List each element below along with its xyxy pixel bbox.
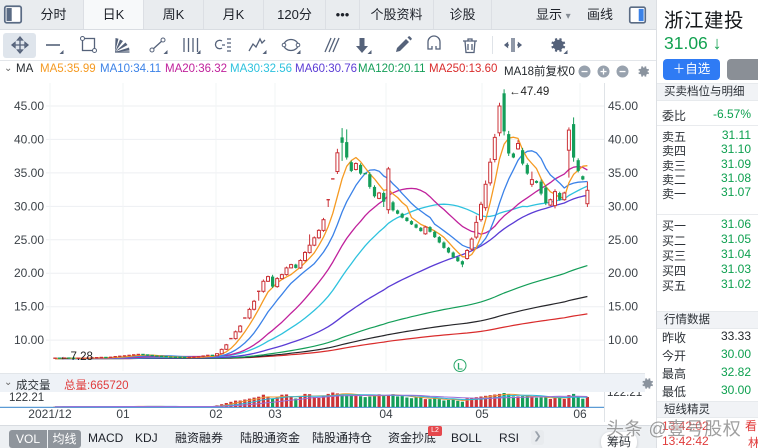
svg-text:L: L [457, 362, 463, 372]
svg-text:←7.28: ←7.28 [59, 351, 93, 363]
svg-text:45.00: 45.00 [608, 99, 638, 113]
svg-text:15.00: 15.00 [608, 300, 638, 314]
svg-text:45.00: 45.00 [14, 99, 44, 113]
svg-text:25.00: 25.00 [14, 233, 44, 247]
svg-text:20.00: 20.00 [14, 266, 44, 280]
svg-text:03: 03 [268, 407, 282, 421]
svg-text:30.00: 30.00 [608, 199, 638, 213]
svg-text:04: 04 [379, 407, 393, 421]
svg-text:10.00: 10.00 [14, 333, 44, 347]
svg-text:05: 05 [475, 407, 489, 421]
svg-text:25.00: 25.00 [608, 233, 638, 247]
svg-text:01: 01 [116, 407, 130, 421]
svg-text:30.00: 30.00 [14, 199, 44, 213]
svg-text:15.00: 15.00 [14, 300, 44, 314]
svg-text:40.00: 40.00 [14, 132, 44, 146]
svg-text:20.00: 20.00 [608, 266, 638, 280]
svg-text:35.00: 35.00 [14, 166, 44, 180]
svg-text:02: 02 [209, 407, 223, 421]
svg-text:2021/12: 2021/12 [28, 407, 72, 421]
svg-text:122.21: 122.21 [9, 392, 44, 404]
svg-text:35.00: 35.00 [608, 166, 638, 180]
svg-text:40.00: 40.00 [608, 132, 638, 146]
svg-text:←47.49: ←47.49 [509, 86, 549, 98]
svg-text:06: 06 [573, 407, 587, 421]
svg-text:10.00: 10.00 [608, 333, 638, 347]
